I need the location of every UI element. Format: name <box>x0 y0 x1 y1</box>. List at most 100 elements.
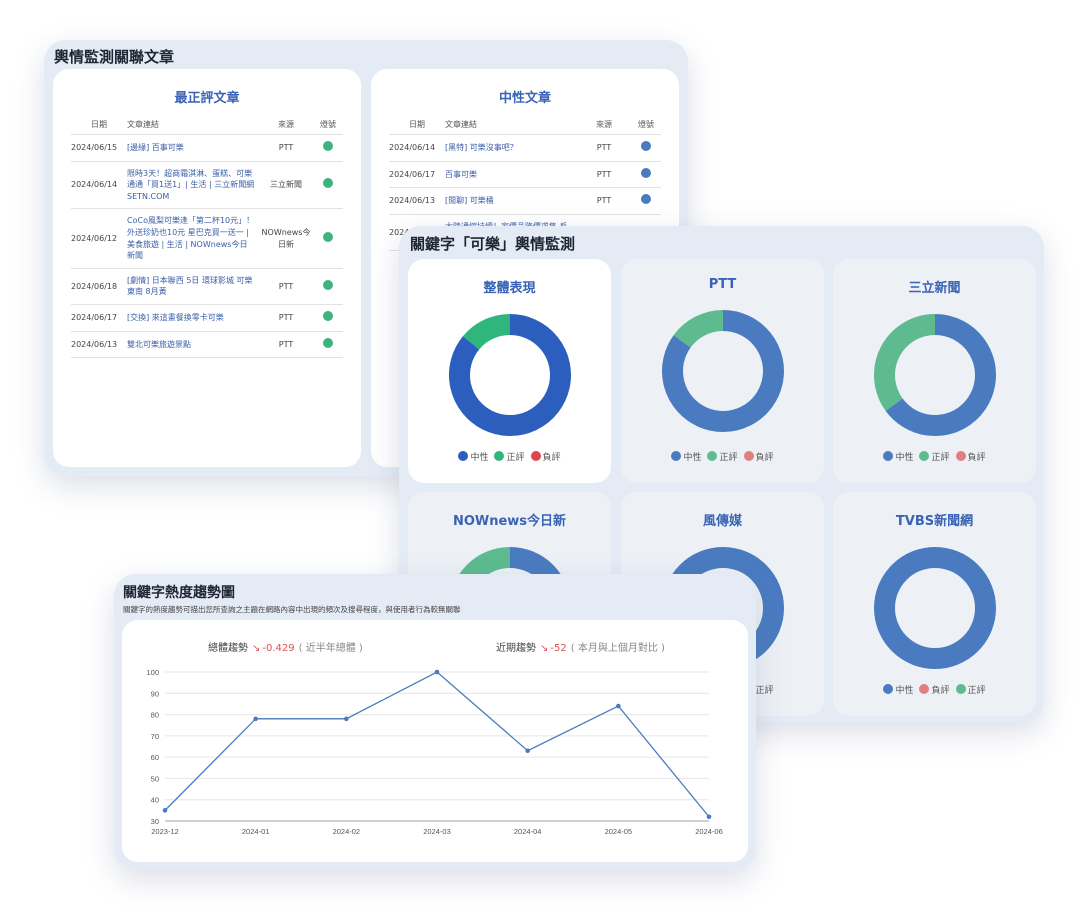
sentiment-donut-chart <box>661 310 784 432</box>
legend-item[interactable]: 正評 <box>707 451 738 463</box>
legend-item[interactable]: 負評 <box>919 684 950 696</box>
y-tick-label: 80 <box>151 711 159 720</box>
signal-cell <box>631 187 661 215</box>
signal-cell <box>313 134 343 162</box>
signal-dot-icon <box>323 279 333 290</box>
trend-down-icon: ↘ <box>252 643 261 654</box>
legend-label: 中性 <box>895 453 914 463</box>
article-date: 2024/06/18 <box>71 268 127 305</box>
article-date: 2024/06/15 <box>71 134 127 162</box>
recent-trend-label: 近期趨勢 <box>496 643 536 654</box>
x-tick-label: 2024-06 <box>695 827 723 836</box>
y-tick-label: 60 <box>151 753 159 762</box>
legend-item[interactable]: 正評 <box>494 451 525 463</box>
article-source: PTT <box>259 331 313 359</box>
trend-data-point[interactable] <box>616 703 621 709</box>
article-source: PTT <box>577 161 631 189</box>
recent-trend-value: -52 <box>550 643 567 654</box>
article-source: PTT <box>259 134 313 162</box>
sentiment-card-title: 整體表現 <box>483 281 536 296</box>
sentiment-card-title: PTT <box>708 277 737 292</box>
trend-panel-title: 關鍵字熱度趨勢圖 <box>123 585 235 601</box>
article-link[interactable]: 限時3天！超商霜淇淋、蛋糕、可樂通通「買1送1」| 生活 | 三立新聞網 SET… <box>127 161 259 210</box>
legend-label: 正評 <box>967 686 986 696</box>
positive-articles-heading: 最正評文章 <box>174 91 240 106</box>
legend-item[interactable]: 負評 <box>743 451 774 463</box>
sentiment-card: TVBS新聞網 中性 負評 正評 <box>833 492 1036 716</box>
article-row: 2024/06/18 [劇情] 日本聯西 5日 環球影城 可樂 東南 8月黃 PTT <box>71 268 343 305</box>
trend-data-point[interactable] <box>706 814 712 820</box>
trend-data-point[interactable] <box>344 716 349 722</box>
donut-legend: 中性 負評 正評 <box>833 683 1036 696</box>
x-tick-label: 2024-02 <box>333 827 361 836</box>
article-link[interactable]: [黑特] 可樂沒事吧？ <box>445 134 577 162</box>
article-source: PTT <box>577 187 631 215</box>
signal-cell <box>313 161 343 210</box>
legend-item[interactable]: 正評 <box>919 451 950 463</box>
article-source: PTT <box>259 268 313 305</box>
trend-chart-card: 總體趨勢 ↘ -0.429( 近半年總體 ) 近期趨勢 ↘ -52( 本月與上個月對比 … <box>122 620 748 862</box>
legend-label: 中性 <box>895 686 914 696</box>
legend-item[interactable]: 中性 <box>883 451 914 463</box>
legend-item[interactable]: 負評 <box>955 451 986 463</box>
trend-data-point[interactable] <box>253 716 258 722</box>
col-signal: 燈號 <box>631 116 661 135</box>
legend-item[interactable]: 中性 <box>458 451 489 463</box>
signal-cell <box>313 304 343 332</box>
col-date: 日期 <box>71 116 127 135</box>
recent-trend-note: ( 本月與上個月對比 ) <box>570 643 665 654</box>
article-link[interactable]: 雙北可樂旅遊景點 <box>127 331 259 359</box>
article-date: 2024/06/14 <box>71 161 127 210</box>
signal-cell <box>313 268 343 305</box>
legend-label: 中性 <box>470 453 489 463</box>
neutral-articles-heading: 中性文章 <box>498 91 551 106</box>
donut-slice <box>448 314 571 436</box>
sentiment-card-title: NOWnews今日新 <box>452 514 567 529</box>
article-date: 2024/06/17 <box>71 304 127 332</box>
legend-item[interactable]: 中性 <box>883 684 914 696</box>
y-tick-label: 70 <box>151 732 159 741</box>
legend-item[interactable]: 中性 <box>671 451 701 463</box>
articles-panel-title: 輿情監測關聯文章 <box>54 48 175 66</box>
col-signal: 燈號 <box>313 116 343 135</box>
sentiment-card: 整體表現中性 正評 負評 <box>408 259 611 483</box>
article-link[interactable]: [邊緣] 百事可樂 <box>127 134 259 162</box>
donut-slice <box>885 314 996 436</box>
signal-dot-icon <box>323 141 333 151</box>
donut-slice <box>673 310 724 348</box>
keyword-trend-panel: 關鍵字熱度趨勢圖 關鍵字的熱度趨勢可描出您所查詢之主題在網路內容中出現的頻次及搜… <box>114 574 756 870</box>
overall-trend-label: 總體趨勢 <box>208 643 248 654</box>
article-date: 2024/06/17 <box>389 161 445 189</box>
legend-label: 負評 <box>931 686 950 696</box>
trend-data-point[interactable] <box>162 808 168 813</box>
col-title: 文章連結 <box>127 116 259 135</box>
signal-dot-icon <box>641 141 651 151</box>
legend-label: 負評 <box>967 453 986 463</box>
article-link[interactable]: 百事可樂 <box>445 161 577 189</box>
article-row: 2024/06/14 [黑特] 可樂沒事吧？ PTT <box>389 134 661 162</box>
y-tick-label: 30 <box>151 817 159 826</box>
legend-label: 負評 <box>755 453 774 463</box>
article-row: 2024/06/12 CoCo風梨可樂逢「第二杯10元」！外送珍奶也10元 星巴克… <box>71 208 343 269</box>
article-link[interactable]: [閒聊] 可樂桶 <box>445 187 577 215</box>
article-row: 2024/06/13 [閒聊] 可樂桶 PTT <box>389 187 661 215</box>
y-tick-label: 50 <box>151 774 159 783</box>
col-title: 文章連結 <box>445 116 577 135</box>
legend-item[interactable]: 負評 <box>530 451 561 463</box>
sentiment-donut-chart <box>448 314 571 436</box>
monitor-panel-title: 關鍵字「可樂」輿情監測 <box>410 235 576 253</box>
overall-trend-note: ( 近半年總體 ) <box>298 643 363 654</box>
legend-label: 正評 <box>719 453 738 463</box>
trend-data-point[interactable] <box>434 669 440 675</box>
donut-slice <box>661 310 784 432</box>
article-link[interactable]: [劇情] 日本聯西 5日 環球影城 可樂 東南 8月黃 <box>127 268 259 305</box>
article-source: NOWnews今日新 <box>259 208 313 269</box>
trend-line-chart: 30 40 50 60 70 80 90 100 2023-12 2024-01 2024-02 20… <box>146 668 723 836</box>
donut-legend: 中性 正評 負評 <box>621 450 824 463</box>
overall-trend: 總體趨勢 ↘ -0.429( 近半年總體 ) <box>208 639 363 654</box>
sentiment-card-title: 風傳媒 <box>702 514 742 529</box>
trend-data-point[interactable] <box>525 748 530 754</box>
article-link[interactable]: CoCo風梨可樂逢「第二杯10元」！外送珍奶也10元 星巴克買一送一 | 美食旅… <box>127 208 259 269</box>
legend-item[interactable]: 正評 <box>955 684 986 696</box>
article-link[interactable]: [交換] 來這畫餐換零卡可樂 <box>127 304 259 332</box>
